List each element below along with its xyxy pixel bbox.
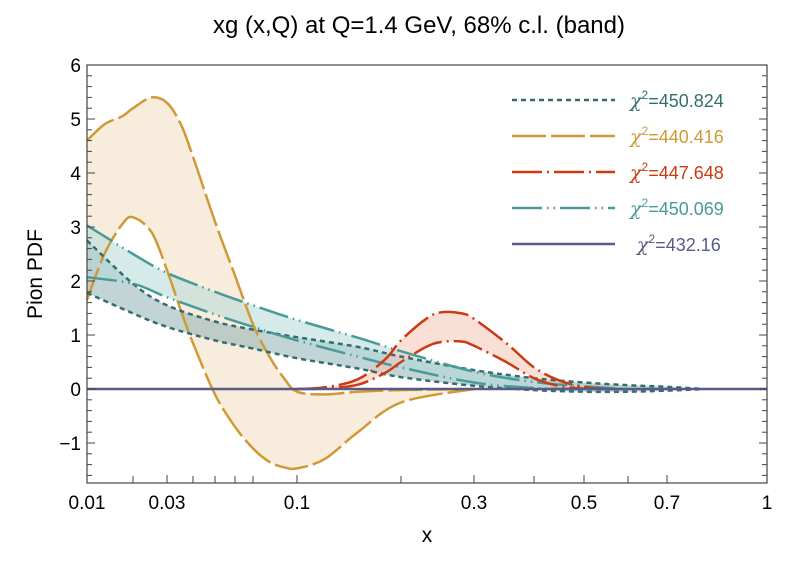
y-tick-label: 6 <box>70 56 81 77</box>
legend-item: χ2=450.824 <box>512 88 724 112</box>
legend-label: χ2=450.069 <box>628 196 724 220</box>
y-axis-label: Pion PDF <box>24 229 47 319</box>
series-2-upper-line <box>296 310 608 391</box>
x-axis: 0.01 0.03 0.1 0.3 0.5 0.7 1 <box>69 475 773 514</box>
plot-frame <box>86 64 768 484</box>
legend-chi-symbol: χ <box>628 162 643 184</box>
y-tick-label: 1 <box>70 326 81 347</box>
y-tick-label: −1 <box>59 434 81 455</box>
legend-value: =447.648 <box>648 163 724 183</box>
curves-layer <box>85 95 767 471</box>
legend-superscript: 2 <box>642 196 649 210</box>
y-axis: 6 5 4 3 2 1 0 −1 <box>59 56 767 476</box>
y-tick-label: 0 <box>70 380 81 401</box>
bands-layer <box>87 97 705 469</box>
legend-label: χ2=447.648 <box>628 160 724 184</box>
x-axis-label: x <box>422 524 433 547</box>
y-tick-label: 2 <box>70 272 81 293</box>
series-3-lower-line <box>86 275 629 391</box>
legend-chi-symbol: χ <box>628 198 643 220</box>
legend-superscript: 2 <box>642 160 649 174</box>
series-3-upper-line <box>86 224 629 391</box>
legend-value: =450.069 <box>648 199 724 219</box>
legend: χ2=450.824χ2=440.416χ2=447.648χ2=450.069… <box>512 88 724 256</box>
chart-title: xg (x,Q) at Q=1.4 GeV, 68% c.l. (band) <box>213 12 625 39</box>
legend-value: =450.824 <box>648 91 724 111</box>
y-tick-label: 4 <box>70 164 81 185</box>
x-tick-label: 0.03 <box>149 493 186 514</box>
legend-superscript: 2 <box>642 124 649 138</box>
series-2-band <box>297 311 607 389</box>
y-tick-label: 5 <box>70 110 81 131</box>
x-tick-label: 0.3 <box>461 493 487 514</box>
series-1-band <box>87 97 474 469</box>
legend-superscript: 2 <box>642 88 649 102</box>
legend-chi-symbol: χ <box>628 126 643 148</box>
x-tick-label: 0.5 <box>571 493 597 514</box>
x-tick-label: 0.7 <box>654 493 680 514</box>
legend-label: χ2=432.16 <box>635 232 721 256</box>
legend-label: χ2=450.824 <box>628 88 724 112</box>
legend-item: χ2=432.16 <box>512 232 721 256</box>
legend-chi-symbol: χ <box>628 90 643 112</box>
series-1-lower-line <box>85 215 475 471</box>
legend-item: χ2=440.416 <box>512 124 724 148</box>
series-1-upper-line <box>86 95 475 396</box>
y-tick-label: 3 <box>70 218 81 239</box>
series-0-lower-line <box>86 291 705 394</box>
legend-label: χ2=440.416 <box>628 124 724 148</box>
legend-chi-symbol: χ <box>635 234 650 256</box>
series-0-upper-line <box>86 239 705 391</box>
legend-item: χ2=450.069 <box>512 196 724 220</box>
legend-superscript: 2 <box>649 232 656 246</box>
series-2-lower-line <box>296 339 608 391</box>
legend-value: =440.416 <box>648 127 724 147</box>
x-tick-label: 1 <box>762 493 773 514</box>
x-tick-label: 0.01 <box>69 493 106 514</box>
x-tick-label: 0.1 <box>284 493 310 514</box>
legend-item: χ2=447.648 <box>512 160 724 184</box>
legend-value: =432.16 <box>655 235 721 255</box>
